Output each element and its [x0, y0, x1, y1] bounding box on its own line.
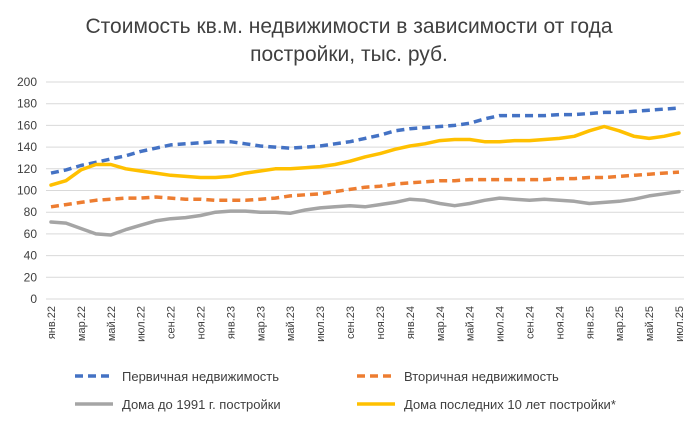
- x-tick-label: сен.22: [166, 306, 178, 339]
- gridlines: [46, 81, 684, 300]
- y-tick-label: 140: [17, 140, 37, 154]
- series-line-2: [50, 170, 680, 209]
- x-tick-label: май.24: [465, 306, 477, 341]
- x-tick-label: июл.25: [674, 306, 686, 342]
- x-axis-ticks: янв.22 мар.22 май.22 июл.22 сен.22 ноя.22 янв.…: [46, 306, 686, 342]
- y-tick-label: 180: [17, 97, 37, 111]
- legend-label-2: Вторичная недвижимость: [404, 369, 559, 384]
- series-line-3: [49, 189, 681, 237]
- chart-title-line-1: Стоимость кв.м. недвижимости в зависимос…: [85, 15, 612, 38]
- x-tick-label: янв.22: [46, 306, 58, 339]
- x-tick-label: ноя.22: [196, 306, 208, 339]
- x-tick-label: май.25: [644, 306, 656, 341]
- legend-label-4: Дома последних 10 лет постройки*: [404, 397, 616, 412]
- x-tick-label: мар.22: [76, 306, 88, 341]
- y-tick-label: 80: [24, 205, 38, 219]
- x-tick-label: янв.25: [584, 306, 596, 339]
- y-tick-label: 100: [17, 184, 37, 198]
- series-lines: [49, 106, 681, 237]
- y-tick-label: 60: [24, 227, 38, 241]
- x-tick-label: янв.24: [405, 306, 417, 339]
- x-tick-label: май.23: [285, 306, 297, 341]
- legend-label-3: Дома до 1991 г. постройки: [122, 397, 281, 412]
- y-tick-label: 0: [30, 292, 37, 306]
- y-tick-label: 160: [17, 118, 37, 132]
- x-tick-label: июл.24: [495, 306, 507, 342]
- x-tick-label: июл.22: [136, 306, 148, 342]
- y-tick-label: 20: [24, 270, 38, 284]
- x-tick-label: сен.24: [524, 306, 536, 339]
- x-tick-label: сен.23: [345, 306, 357, 339]
- y-tick-label: 200: [17, 75, 37, 89]
- x-tick-label: ноя.23: [375, 306, 387, 339]
- y-tick-label: 40: [24, 249, 38, 263]
- legend: Первичная недвижимость Вторичная недвижим…: [75, 369, 616, 412]
- legend-label-1: Первичная недвижимость: [122, 369, 279, 384]
- x-tick-label: мар.24: [435, 306, 447, 341]
- x-tick-label: мар.25: [614, 306, 626, 341]
- x-tick-label: янв.23: [225, 306, 237, 339]
- x-tick-label: июл.23: [315, 306, 327, 342]
- x-tick-label: ноя.24: [554, 306, 566, 339]
- y-tick-label: 120: [17, 162, 37, 176]
- series-line-1: [50, 106, 680, 175]
- y-axis-ticks: 0 20 40 60 80 100 120 140 160 180 200: [17, 75, 37, 306]
- x-tick-label: май.22: [106, 306, 118, 341]
- x-tick-label: мар.23: [255, 306, 267, 341]
- chart-title-line-2: постройки, тыс. руб.: [250, 43, 448, 66]
- series-line-4: [49, 124, 681, 187]
